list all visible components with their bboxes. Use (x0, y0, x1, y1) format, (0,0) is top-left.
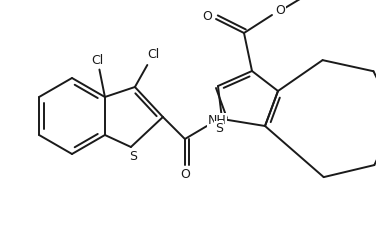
Text: NH: NH (208, 113, 226, 127)
Text: O: O (202, 10, 212, 22)
Text: O: O (180, 168, 190, 180)
Text: O: O (275, 4, 285, 18)
Text: Cl: Cl (91, 54, 103, 67)
Text: S: S (129, 150, 137, 162)
Text: Cl: Cl (147, 48, 159, 62)
Text: S: S (215, 121, 223, 135)
